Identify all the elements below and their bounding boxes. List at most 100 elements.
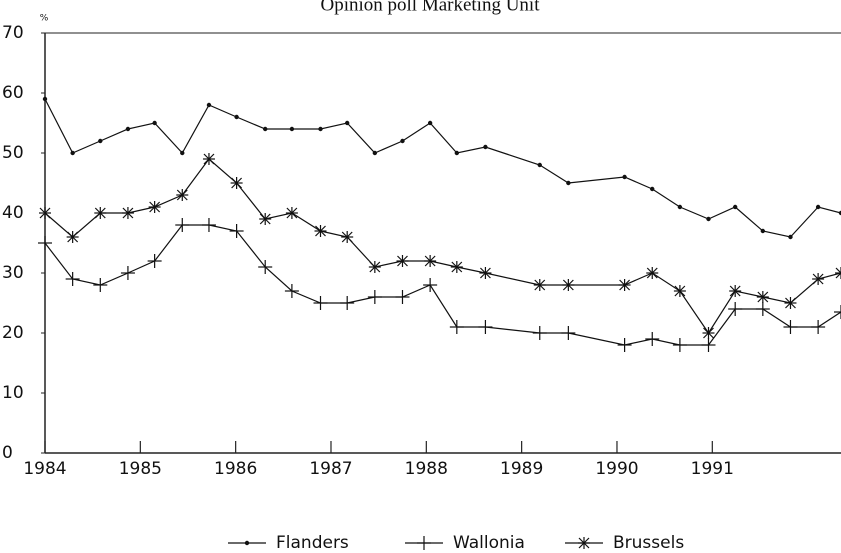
marker <box>450 261 463 273</box>
marker <box>65 272 80 286</box>
x-tick-label: 1989 <box>500 459 543 479</box>
x-tick-label: 1984 <box>23 459 66 479</box>
marker <box>341 231 354 243</box>
marker <box>732 204 738 210</box>
marker <box>617 338 632 352</box>
x-tick-label: 1987 <box>309 459 352 479</box>
chart-title: Opinion poll Marketing Unit <box>320 0 540 15</box>
marker <box>562 279 575 291</box>
y-tick-label: 40 <box>2 203 24 223</box>
marker <box>618 279 631 291</box>
marker <box>561 326 576 340</box>
marker <box>42 96 48 102</box>
marker <box>313 296 328 310</box>
marker <box>646 267 659 279</box>
x-tick-label: 1990 <box>595 459 638 479</box>
marker <box>206 102 212 108</box>
marker <box>285 207 298 219</box>
marker <box>702 327 715 339</box>
marker <box>395 290 410 304</box>
marker <box>344 120 350 126</box>
marker <box>811 320 826 334</box>
marker <box>728 302 743 316</box>
marker <box>755 302 770 316</box>
series-line <box>44 98 841 238</box>
marker <box>838 210 841 216</box>
marker <box>449 320 464 334</box>
marker <box>125 126 131 132</box>
marker <box>537 162 542 168</box>
marker <box>578 537 590 549</box>
marker <box>478 320 493 334</box>
marker <box>98 138 103 144</box>
marker <box>784 297 797 309</box>
marker <box>70 150 75 156</box>
x-tick-label: 1988 <box>405 459 448 479</box>
y-tick-label: 60 <box>2 83 24 103</box>
marker <box>230 177 243 189</box>
marker <box>180 150 185 156</box>
y-tick-label: 50 <box>2 143 24 163</box>
marker <box>94 207 107 219</box>
marker <box>120 266 135 280</box>
legend-label: Flanders <box>276 533 349 553</box>
marker <box>622 174 627 180</box>
marker <box>318 126 323 132</box>
marker <box>756 291 769 303</box>
marker <box>201 218 216 232</box>
marker <box>783 320 798 334</box>
marker <box>229 224 244 238</box>
marker <box>815 204 821 210</box>
marker <box>423 278 438 292</box>
marker <box>175 218 190 232</box>
marker <box>645 332 660 346</box>
marker <box>835 267 841 279</box>
marker <box>400 138 405 144</box>
marker <box>66 231 79 243</box>
y-tick-label: 30 <box>2 263 24 283</box>
marker <box>427 120 433 126</box>
legend-label: Brussels <box>613 533 684 553</box>
marker <box>532 326 547 340</box>
marker <box>234 114 239 120</box>
marker <box>93 278 108 292</box>
marker <box>533 279 546 291</box>
series-line <box>44 158 841 335</box>
y-tick-label: 10 <box>2 383 24 403</box>
y-unit: % <box>40 14 49 24</box>
marker <box>368 261 381 273</box>
marker <box>788 234 793 240</box>
x-tick-label: 1991 <box>691 459 734 479</box>
marker <box>372 150 378 156</box>
marker <box>454 150 460 156</box>
plot-area <box>38 96 841 352</box>
marker <box>417 536 431 550</box>
marker <box>176 189 189 201</box>
x-tick-label: 1985 <box>119 459 162 479</box>
marker <box>424 255 437 267</box>
marker <box>259 213 272 225</box>
legend-label: Wallonia <box>453 533 525 553</box>
marker <box>152 120 157 126</box>
marker <box>340 296 355 310</box>
y-tick-label: 0 <box>2 443 13 463</box>
marker <box>289 126 295 132</box>
marker <box>706 216 711 222</box>
marker <box>650 186 655 192</box>
marker <box>121 207 134 219</box>
marker <box>147 254 162 268</box>
marker <box>834 305 841 319</box>
y-tick-label: 70 <box>2 23 24 43</box>
marker <box>396 255 409 267</box>
marker <box>367 290 382 304</box>
marker <box>672 338 687 352</box>
marker <box>812 273 825 285</box>
x-tick-label: 1986 <box>214 459 257 479</box>
series-line <box>44 224 841 346</box>
marker <box>38 236 52 250</box>
marker <box>701 338 716 352</box>
marker <box>258 260 273 274</box>
marker <box>244 540 250 546</box>
marker <box>479 267 492 279</box>
